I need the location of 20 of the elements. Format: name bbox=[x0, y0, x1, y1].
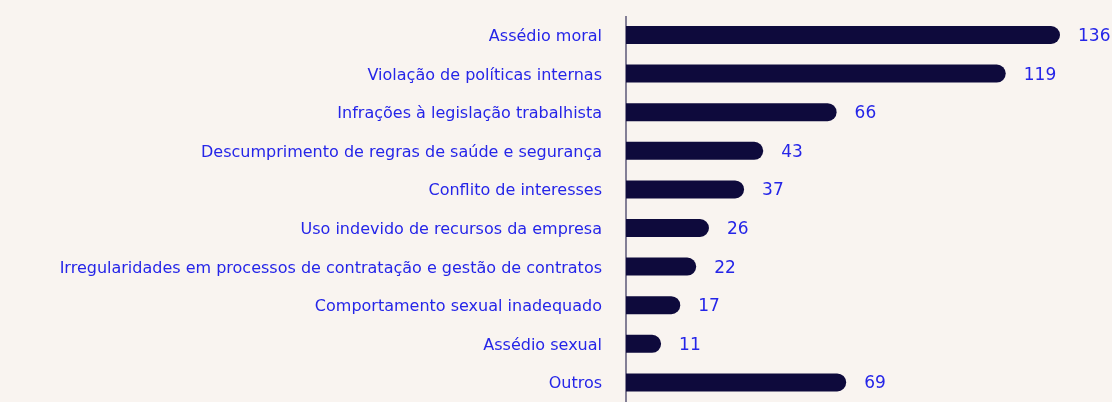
data-label: 11 bbox=[679, 333, 701, 354]
y-tick-label: Descumprimento de regras de saúde e segurança bbox=[200, 141, 602, 161]
data-label: 43 bbox=[781, 140, 803, 161]
y-tick-label: Outros bbox=[548, 373, 602, 393]
y-tick-label: Uso indevido de recursos da empresa bbox=[300, 218, 602, 238]
data-label: 69 bbox=[864, 372, 886, 393]
data-label: 119 bbox=[1023, 63, 1057, 84]
data-label: 17 bbox=[698, 295, 720, 316]
y-tick-label: Comportamento sexual inadequado bbox=[314, 296, 602, 316]
y-tick-label: Assédio sexual bbox=[483, 334, 602, 354]
data-label: 136 bbox=[1078, 25, 1111, 46]
y-tick-label: Violação de políticas internas bbox=[367, 64, 602, 84]
data-label: 22 bbox=[714, 256, 736, 277]
y-tick-label: Infrações à legislação trabalhista bbox=[337, 103, 602, 123]
data-label: 66 bbox=[854, 102, 877, 123]
y-tick-label: Assédio moral bbox=[488, 25, 602, 45]
y-tick-label: Irregularidades em processos de contratação e gestão de contratos bbox=[59, 257, 602, 277]
data-label: 26 bbox=[726, 218, 749, 239]
y-tick-label: Conflito de interesses bbox=[428, 180, 602, 200]
data-label: 37 bbox=[762, 179, 784, 200]
